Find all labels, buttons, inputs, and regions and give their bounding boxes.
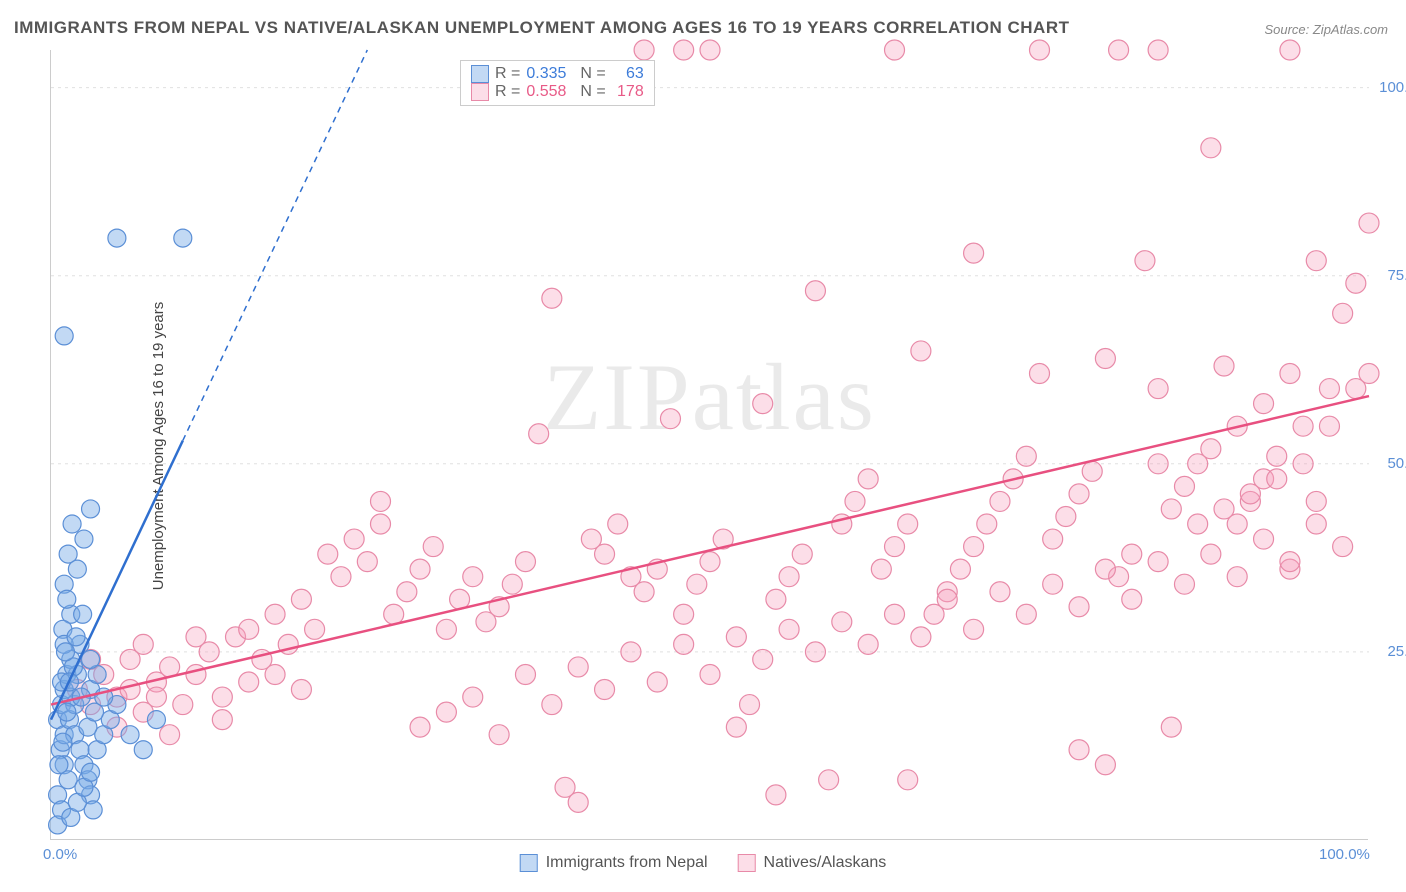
n-value-blue: 63	[612, 65, 644, 83]
swatch-blue-icon	[471, 65, 489, 83]
n-label: N =	[580, 83, 605, 101]
stats-row-blue: R = 0.335 N = 63	[471, 65, 644, 83]
chart-title: IMMIGRANTS FROM NEPAL VS NATIVE/ALASKAN …	[14, 18, 1069, 38]
y-tick-label: 25.0%	[1375, 643, 1406, 660]
legend-label-blue: Immigrants from Nepal	[546, 854, 708, 872]
y-tick-label: 100.0%	[1375, 79, 1406, 96]
r-label: R =	[495, 65, 520, 83]
scatter-svg	[51, 50, 1369, 840]
r-value-blue: 0.335	[526, 65, 566, 83]
r-value-pink: 0.558	[526, 83, 566, 101]
legend-item-blue: Immigrants from Nepal	[520, 854, 708, 872]
series-legend: Immigrants from Nepal Natives/Alaskans	[520, 854, 887, 872]
legend-label-pink: Natives/Alaskans	[764, 854, 887, 872]
n-label: N =	[580, 65, 605, 83]
plot-area: ZIPatlas 25.0%50.0%75.0%100.0%0.0%100.0%	[50, 50, 1368, 840]
legend-item-pink: Natives/Alaskans	[738, 854, 887, 872]
r-label: R =	[495, 83, 520, 101]
stats-row-pink: R = 0.558 N = 178	[471, 83, 644, 101]
n-value-pink: 178	[612, 83, 644, 101]
swatch-blue-icon	[520, 854, 538, 872]
x-tick-label: 0.0%	[43, 846, 77, 863]
x-tick-label: 100.0%	[1319, 846, 1370, 863]
stats-legend: R = 0.335 N = 63 R = 0.558 N = 178	[460, 60, 655, 106]
y-tick-label: 50.0%	[1375, 455, 1406, 472]
source-label: Source: ZipAtlas.com	[1264, 22, 1388, 37]
swatch-pink-icon	[471, 83, 489, 101]
swatch-pink-icon	[738, 854, 756, 872]
y-tick-label: 75.0%	[1375, 267, 1406, 284]
